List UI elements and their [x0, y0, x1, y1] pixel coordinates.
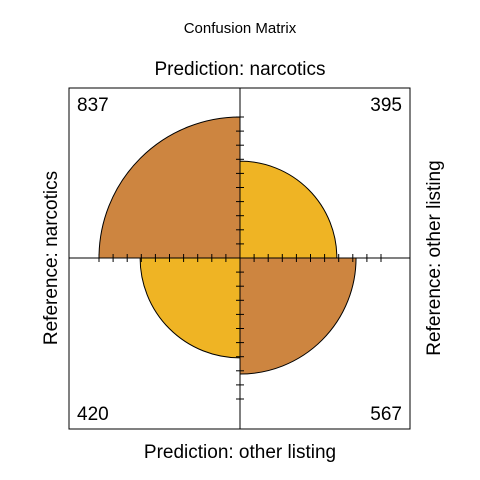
count-label-bottom-left: 420	[77, 404, 109, 425]
count-label-top-left: 837	[77, 95, 109, 116]
slice-bottom-left	[139, 257, 241, 359]
center-axes	[69, 88, 410, 429]
right-label: Reference: other listing	[424, 160, 445, 355]
count-label-top-right: 395	[370, 95, 402, 116]
count-label-bottom-right: 567	[370, 404, 402, 425]
slice-bottom-right	[239, 257, 357, 375]
slice-top-right	[239, 160, 338, 259]
bottom-label: Prediction: other listing	[144, 442, 336, 463]
quadrant-slices	[98, 116, 357, 375]
slice-top-left	[98, 116, 241, 259]
left-label: Reference: narcotics	[41, 171, 62, 345]
chart-title: Confusion Matrix	[184, 20, 297, 37]
top-label: Prediction: narcotics	[154, 59, 325, 80]
